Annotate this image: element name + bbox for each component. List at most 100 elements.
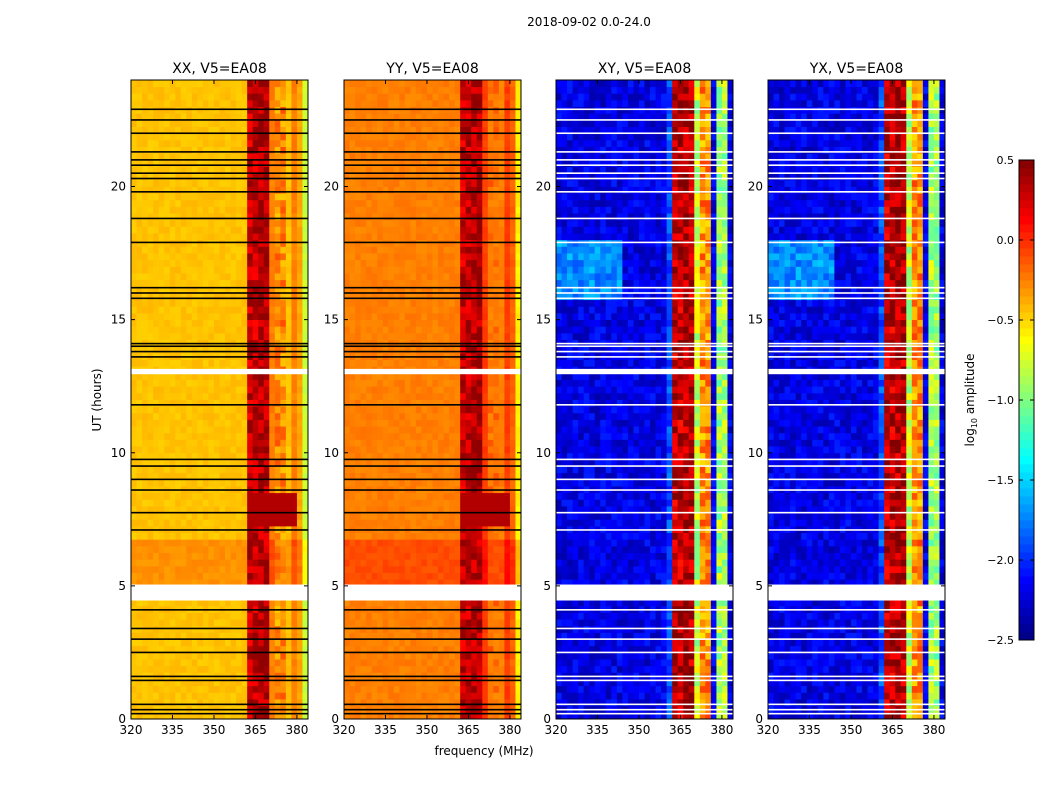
heatmap-cell: [432, 346, 439, 354]
heatmap-cell: [219, 372, 226, 380]
heatmap-cell: [269, 326, 276, 334]
heatmap-cell: [421, 346, 428, 354]
heatmap-cell: [476, 399, 483, 407]
heatmap-cell: [482, 399, 489, 407]
heatmap-cell: [274, 139, 281, 147]
heatmap-cell: [169, 685, 176, 693]
heatmap-cell: [388, 459, 395, 467]
heatmap-cell: [509, 472, 516, 480]
heatmap-cell: [202, 159, 209, 167]
heatmap-cell: [432, 439, 439, 447]
heatmap-cell: [504, 452, 511, 460]
heatmap-cell: [236, 273, 243, 281]
heatmap-cell: [219, 392, 226, 400]
heatmap-cell: [296, 565, 303, 573]
heatmap-cell: [142, 512, 148, 520]
heatmap-cell: [252, 119, 259, 127]
heatmap-cell: [476, 665, 483, 673]
heatmap-cell: [465, 426, 472, 434]
heatmap-cell: [213, 432, 220, 440]
heatmap-cell: [169, 565, 176, 573]
heatmap-cell: [296, 99, 303, 108]
heatmap-cell: [158, 293, 165, 301]
heatmap-cell: [399, 712, 406, 720]
heatmap-cell: [285, 113, 292, 121]
heatmap-cell: [509, 372, 516, 380]
heatmap-cell: [247, 213, 254, 221]
heatmap-cell: [208, 106, 215, 114]
heatmap-cell: [274, 293, 281, 301]
heatmap-cell: [225, 80, 231, 88]
heatmap-cell: [230, 233, 237, 241]
heatmap-cell: [296, 213, 303, 221]
heatmap-cell: [247, 645, 254, 653]
heatmap-cell: [302, 559, 309, 567]
heatmap-cell: [208, 599, 215, 607]
heatmap-cell: [263, 632, 270, 640]
heatmap-cell: [225, 293, 231, 301]
heatmap-cell: [269, 113, 276, 121]
heatmap-cell: [213, 552, 220, 560]
heatmap-cell: [426, 346, 433, 354]
heatmap-cell: [131, 266, 137, 274]
heatmap-cell: [169, 419, 176, 427]
heatmap-cell: [382, 426, 389, 434]
heatmap-cell: [291, 259, 298, 267]
heatmap-cell: [465, 659, 472, 667]
heatmap-cell: [263, 179, 270, 187]
heatmap-cell: [247, 579, 254, 587]
heatmap-cell: [147, 173, 154, 181]
flagged-row: [131, 241, 308, 244]
heatmap-cell: [426, 399, 433, 407]
heatmap-cell: [382, 412, 389, 420]
heatmap-cell: [158, 479, 165, 487]
heatmap-cell: [382, 645, 389, 653]
heatmap-cell: [180, 193, 187, 201]
heatmap-cell: [382, 545, 389, 553]
heatmap-cell: [213, 273, 220, 281]
heatmap-cell: [498, 652, 505, 660]
heatmap-cell: [274, 519, 281, 527]
heatmap-cell: [476, 659, 483, 667]
heatmap-cell: [197, 206, 204, 214]
heatmap-cell: [164, 93, 171, 101]
heatmap-cell: [191, 432, 198, 440]
heatmap-cell: [230, 492, 237, 500]
heatmap-cell: [247, 506, 254, 514]
heatmap-cell: [197, 512, 204, 520]
heatmap-cell: [142, 312, 148, 321]
heatmap-cell: [454, 359, 461, 367]
heatmap-cell: [236, 685, 243, 693]
heatmap-cell: [291, 279, 298, 287]
heatmap-cell: [465, 379, 472, 387]
heatmap-cell: [366, 506, 373, 514]
heatmap-cell: [197, 239, 204, 247]
heatmap-cell: [153, 439, 160, 447]
heatmap-cell: [280, 559, 287, 567]
heatmap-cell: [202, 293, 209, 301]
heatmap-cell: [509, 685, 516, 693]
heatmap-cell: [388, 472, 395, 480]
heatmap-cell: [344, 552, 350, 560]
heatmap-cell: [131, 273, 137, 281]
heatmap-cell: [471, 572, 478, 580]
heatmap-cell: [487, 559, 494, 567]
heatmap-cell: [213, 113, 220, 121]
heatmap-cell: [236, 186, 243, 194]
heatmap-cell: [371, 346, 378, 354]
heatmap-cell: [158, 266, 165, 274]
heatmap-cell: [241, 372, 248, 380]
heatmap-cell: [269, 506, 276, 514]
heatmap-cell: [355, 399, 361, 407]
heatmap-cell: [460, 519, 467, 527]
heatmap-cell: [230, 219, 237, 227]
heatmap-cell: [169, 159, 176, 167]
heatmap-cell: [197, 293, 204, 301]
heatmap-cell: [164, 246, 171, 254]
heatmap-cell: [421, 432, 428, 440]
heatmap-cell: [241, 685, 248, 693]
heatmap-cell: [197, 186, 204, 194]
heatmap-cell: [136, 406, 143, 414]
heatmap-cell: [175, 519, 182, 527]
heatmap-cell: [302, 412, 309, 420]
